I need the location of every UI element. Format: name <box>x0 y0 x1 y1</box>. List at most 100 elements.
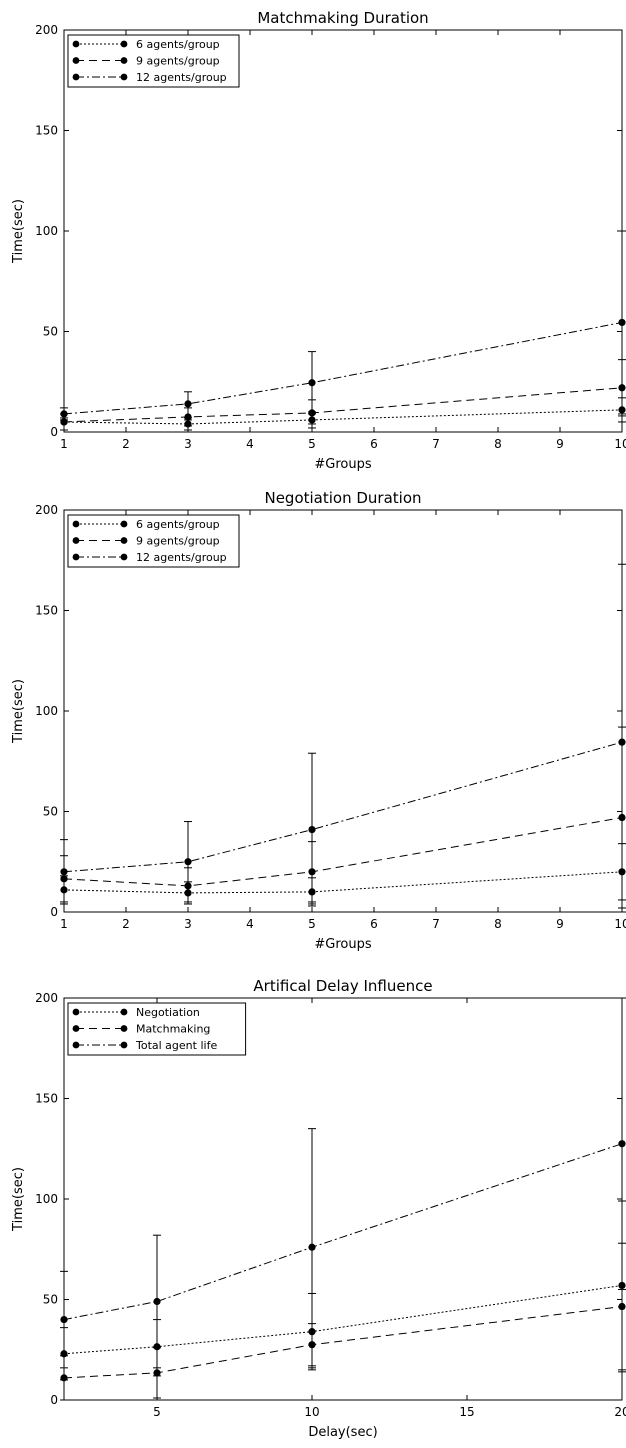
x-tick-label: 8 <box>494 917 502 931</box>
y-tick-label: 200 <box>35 991 58 1005</box>
plot-frame <box>64 510 622 912</box>
data-point <box>184 858 191 865</box>
y-tick-label: 100 <box>35 1192 58 1206</box>
x-tick-label: 5 <box>153 1405 161 1419</box>
legend-marker <box>73 521 80 528</box>
legend-marker <box>121 554 128 561</box>
series-line <box>64 742 622 872</box>
legend-marker <box>121 57 128 64</box>
x-tick-label: 4 <box>246 437 254 451</box>
data-point <box>60 868 67 875</box>
legend-marker <box>121 1025 128 1032</box>
data-point <box>308 1244 315 1251</box>
y-axis-label: Time(sec) <box>11 199 26 264</box>
x-tick-label: 1 <box>60 917 68 931</box>
legend-label: Negotiation <box>136 1006 200 1019</box>
series-line <box>64 410 622 424</box>
series-line <box>64 1307 622 1378</box>
legend-label: 9 agents/group <box>136 535 220 548</box>
legend-label: 12 agents/group <box>136 71 227 84</box>
data-point <box>60 1316 67 1323</box>
x-tick-label: 20 <box>614 1405 626 1419</box>
data-point <box>308 379 315 386</box>
y-tick-label: 150 <box>35 1092 58 1106</box>
data-point <box>153 1298 160 1305</box>
y-tick-label: 150 <box>35 604 58 618</box>
x-tick-label: 3 <box>184 917 192 931</box>
x-tick-label: 15 <box>459 1405 474 1419</box>
y-tick-label: 200 <box>35 503 58 517</box>
legend-marker <box>73 554 80 561</box>
y-axis-label: Time(sec) <box>11 679 26 744</box>
y-tick-label: 0 <box>50 1393 58 1407</box>
x-tick-label: 7 <box>432 917 440 931</box>
data-point <box>618 1140 625 1147</box>
x-axis-label: Delay(sec) <box>308 1425 377 1440</box>
data-point <box>153 1369 160 1376</box>
y-tick-label: 50 <box>43 325 58 339</box>
legend-marker <box>73 41 80 48</box>
data-point <box>60 410 67 417</box>
x-tick-label: 3 <box>184 437 192 451</box>
y-tick-label: 200 <box>35 23 58 37</box>
data-point <box>184 400 191 407</box>
legend-marker <box>121 74 128 81</box>
y-tick-label: 50 <box>43 805 58 819</box>
chart-title: Matchmaking Duration <box>257 9 428 27</box>
legend-marker <box>73 57 80 64</box>
legend-marker <box>121 1042 128 1049</box>
x-tick-label: 10 <box>614 437 626 451</box>
x-tick-label: 6 <box>370 437 378 451</box>
data-point <box>60 1374 67 1381</box>
data-point <box>308 826 315 833</box>
series-line <box>64 388 622 422</box>
legend-marker <box>121 521 128 528</box>
legend-label: 12 agents/group <box>136 551 227 564</box>
legend-marker <box>73 74 80 81</box>
plot-frame <box>64 30 622 432</box>
chart-title: Negotiation Duration <box>264 489 421 507</box>
chart-title: Artifical Delay Influence <box>253 977 432 995</box>
x-tick-label: 10 <box>304 1405 319 1419</box>
x-tick-label: 2 <box>122 437 130 451</box>
legend-label: 6 agents/group <box>136 38 220 51</box>
y-tick-label: 0 <box>50 905 58 919</box>
data-point <box>60 418 67 425</box>
series-line <box>64 1144 622 1320</box>
x-tick-label: 9 <box>556 437 564 451</box>
y-axis-label: Time(sec) <box>11 1167 26 1232</box>
series-line <box>64 1285 622 1353</box>
legend-label: Matchmaking <box>136 1023 210 1036</box>
y-tick-label: 50 <box>43 1293 58 1307</box>
y-tick-label: 150 <box>35 124 58 138</box>
x-tick-label: 5 <box>308 917 316 931</box>
legend-marker <box>73 537 80 544</box>
x-tick-label: 6 <box>370 917 378 931</box>
legend-label: 9 agents/group <box>136 55 220 68</box>
legend-marker <box>73 1025 80 1032</box>
data-point <box>618 1303 625 1310</box>
series-line <box>64 872 622 893</box>
x-tick-label: 4 <box>246 917 254 931</box>
plot-frame <box>64 998 622 1400</box>
y-tick-label: 0 <box>50 425 58 439</box>
x-tick-label: 10 <box>614 917 626 931</box>
legend-marker <box>121 41 128 48</box>
legend-marker <box>121 1009 128 1016</box>
x-tick-label: 1 <box>60 437 68 451</box>
y-tick-label: 100 <box>35 704 58 718</box>
chart-matchmaking-duration: Matchmaking Duration Time(sec) #Groups 1 2 3 4… <box>0 0 626 480</box>
legend-marker <box>121 537 128 544</box>
series-line <box>64 322 622 413</box>
x-tick-label: 5 <box>308 437 316 451</box>
legend-marker <box>73 1042 80 1049</box>
y-tick-label: 100 <box>35 224 58 238</box>
chart-negotiation-duration: Negotiation Duration Time(sec) #Groups 1 2 3 4… <box>0 480 626 968</box>
x-tick-label: 9 <box>556 917 564 931</box>
x-axis-label: #Groups <box>314 937 371 952</box>
data-point <box>618 319 625 326</box>
series-line <box>64 818 622 886</box>
data-point <box>618 739 625 746</box>
legend-label: Total agent life <box>135 1039 217 1052</box>
